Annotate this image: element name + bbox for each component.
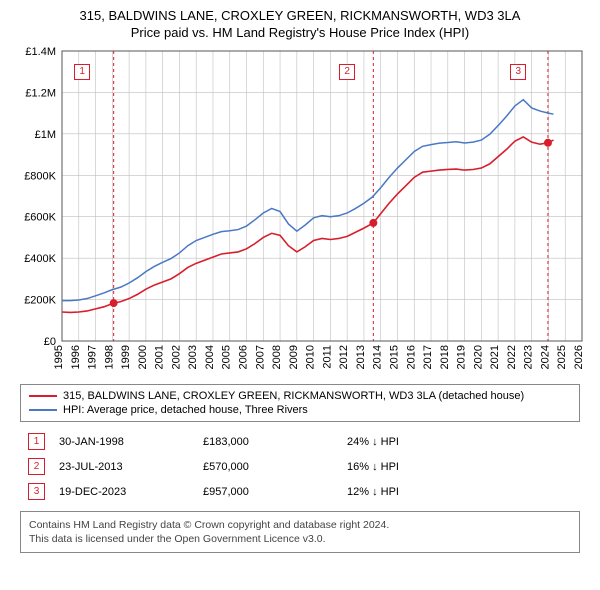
- x-tick-label: 2010: [305, 345, 317, 369]
- y-tick-label: £1.2M: [25, 87, 56, 99]
- event-delta: 12% ↓ HPI: [341, 480, 405, 503]
- event-delta: 24% ↓ HPI: [341, 430, 405, 453]
- legend-swatch: [29, 395, 57, 397]
- event-delta: 16% ↓ HPI: [341, 455, 405, 478]
- title-line1: 315, BALDWINS LANE, CROXLEY GREEN, RICKM…: [8, 8, 592, 23]
- x-tick-label: 2021: [489, 345, 501, 369]
- chart-marker-1: 1: [74, 64, 90, 80]
- x-tick-label: 2007: [254, 345, 266, 369]
- event-row: 1 30-JAN-1998£183,00024% ↓ HPI: [22, 430, 405, 453]
- x-tick-label: 1999: [120, 345, 132, 369]
- y-tick-label: £1M: [35, 129, 56, 141]
- x-tick-label: 2018: [439, 345, 451, 369]
- x-tick-label: 2001: [154, 345, 166, 369]
- x-tick-label: 2025: [556, 345, 568, 369]
- footer-line1: Contains HM Land Registry data © Crown c…: [29, 518, 571, 532]
- event-row: 3 19-DEC-2023£957,00012% ↓ HPI: [22, 480, 405, 503]
- chart-title: 315, BALDWINS LANE, CROXLEY GREEN, RICKM…: [8, 8, 592, 40]
- x-tick-label: 1998: [103, 345, 115, 369]
- event-price: £570,000: [197, 455, 339, 478]
- events-table: 1 30-JAN-1998£183,00024% ↓ HPI 2 23-JUL-201…: [20, 428, 407, 505]
- chart-marker-3: 3: [510, 64, 526, 80]
- legend-row-1: HPI: Average price, detached house, Thre…: [29, 403, 571, 417]
- x-tick-label: 2006: [238, 345, 250, 369]
- x-tick-label: 2023: [523, 345, 535, 369]
- footer-attribution: Contains HM Land Registry data © Crown c…: [20, 511, 580, 553]
- x-tick-label: 2024: [539, 345, 551, 369]
- event-price: £183,000: [197, 430, 339, 453]
- x-tick-label: 2013: [355, 345, 367, 369]
- x-tick-label: 2004: [204, 345, 216, 369]
- x-tick-label: 2009: [288, 345, 300, 369]
- x-tick-label: 2011: [321, 345, 333, 369]
- x-tick-label: 2015: [388, 345, 400, 369]
- x-tick-label: 2000: [137, 345, 149, 369]
- chart-area: 1995 1996 1997 1998 1999 2000 2001 2002 2003 2004…: [8, 46, 592, 376]
- legend: 315, BALDWINS LANE, CROXLEY GREEN, RICKM…: [20, 384, 580, 422]
- line-chart: 1995 1996 1997 1998 1999 2000 2001 2002 2003 2004…: [8, 46, 592, 376]
- y-tick-label: £800K: [24, 170, 56, 182]
- event-marker-3: 3: [28, 483, 45, 500]
- y-tick-label: £400K: [24, 253, 56, 265]
- event-date: 30-JAN-1998: [53, 430, 195, 453]
- x-tick-label: 2005: [221, 345, 233, 369]
- chart-marker-2: 2: [339, 64, 355, 80]
- x-tick-label: 2026: [573, 345, 585, 369]
- legend-row-0: 315, BALDWINS LANE, CROXLEY GREEN, RICKM…: [29, 389, 571, 403]
- title-line2: Price paid vs. HM Land Registry's House …: [8, 25, 592, 40]
- event-marker-2: 2: [28, 458, 45, 475]
- series-property: [62, 137, 553, 312]
- legend-swatch: [29, 409, 57, 411]
- x-tick-label: 2003: [187, 345, 199, 369]
- event-date: 23-JUL-2013: [53, 455, 195, 478]
- x-tick-label: 2014: [372, 345, 384, 369]
- x-tick-label: 2022: [506, 345, 518, 369]
- x-tick-label: 1996: [70, 345, 82, 369]
- event-date: 19-DEC-2023: [53, 480, 195, 503]
- x-tick-label: 1995: [53, 345, 65, 369]
- event-row: 2 23-JUL-2013£570,00016% ↓ HPI: [22, 455, 405, 478]
- x-tick-label: 1997: [87, 345, 99, 369]
- event-price: £957,000: [197, 480, 339, 503]
- y-tick-label: £200K: [24, 295, 56, 307]
- y-tick-label: £0: [44, 336, 56, 348]
- x-tick-label: 2002: [170, 345, 182, 369]
- x-tick-label: 2019: [456, 345, 468, 369]
- x-tick-label: 2017: [422, 345, 434, 369]
- footer-line2: This data is licensed under the Open Gov…: [29, 532, 571, 546]
- y-tick-label: £600K: [24, 212, 56, 224]
- legend-label: 315, BALDWINS LANE, CROXLEY GREEN, RICKM…: [63, 390, 524, 402]
- series-hpi: [62, 100, 553, 301]
- x-tick-label: 2008: [271, 345, 283, 369]
- x-tick-label: 2012: [338, 345, 350, 369]
- legend-label: HPI: Average price, detached house, Thre…: [63, 404, 308, 416]
- x-tick-label: 2020: [472, 345, 484, 369]
- x-tick-label: 2016: [405, 345, 417, 369]
- event-marker-1: 1: [28, 433, 45, 450]
- y-tick-label: £1.4M: [25, 46, 56, 58]
